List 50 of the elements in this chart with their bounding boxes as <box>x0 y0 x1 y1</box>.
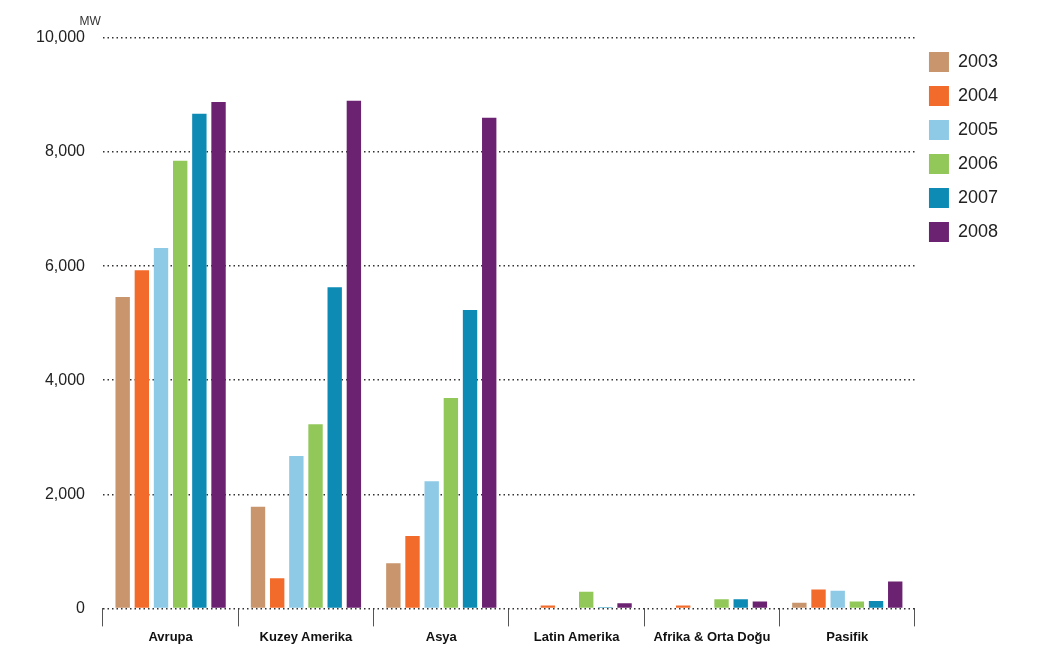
bar <box>714 599 729 608</box>
bar <box>443 397 459 608</box>
bar <box>849 601 865 608</box>
x-tick-label: Kuzey Amerika <box>259 628 354 644</box>
y-tick-label: 8,000 <box>44 142 86 160</box>
bar <box>153 247 169 608</box>
bar <box>888 581 903 608</box>
bar <box>346 100 362 608</box>
bar <box>676 605 691 608</box>
bar <box>115 296 130 608</box>
bar <box>211 101 226 608</box>
y-tick-label: 4,000 <box>44 370 86 388</box>
bar <box>134 270 150 608</box>
x-tick-label: Pasifik <box>826 628 870 644</box>
bar <box>269 578 285 608</box>
bar <box>192 113 207 608</box>
bar <box>462 310 478 608</box>
x-tick-label: Latin Amerika <box>533 628 621 644</box>
bar <box>792 602 807 608</box>
bar <box>579 591 594 608</box>
legend-label: 2008 <box>957 220 998 241</box>
legend-label: 2003 <box>957 50 998 71</box>
y-tick-label: 10,000 <box>36 28 86 46</box>
bar <box>386 563 401 608</box>
bar <box>405 535 420 608</box>
y-axis-title: MW <box>79 14 102 29</box>
bar <box>327 287 342 608</box>
bar <box>540 605 556 608</box>
legend-label: 2007 <box>957 186 998 207</box>
legend-label: 2005 <box>957 118 998 139</box>
legend-label: 2006 <box>957 152 998 173</box>
bar <box>173 160 188 608</box>
bar <box>308 424 323 608</box>
x-tick-label: Asya <box>425 628 458 644</box>
bar <box>482 117 497 608</box>
bar <box>289 456 304 608</box>
bar <box>811 589 826 608</box>
bar <box>830 590 845 608</box>
bar <box>250 506 266 608</box>
legend-label: 2004 <box>957 84 998 105</box>
x-tick-label: Afrika & Orta Doğu <box>653 628 771 644</box>
y-tick-label: 6,000 <box>44 256 86 274</box>
bar <box>617 603 632 608</box>
x-tick-label: Avrupa <box>148 628 194 644</box>
bar <box>868 600 884 608</box>
y-tick-label: 2,000 <box>44 484 86 502</box>
bar <box>752 601 768 608</box>
bar <box>424 481 439 608</box>
y-tick-label: 0 <box>76 598 86 616</box>
bar <box>733 599 748 608</box>
